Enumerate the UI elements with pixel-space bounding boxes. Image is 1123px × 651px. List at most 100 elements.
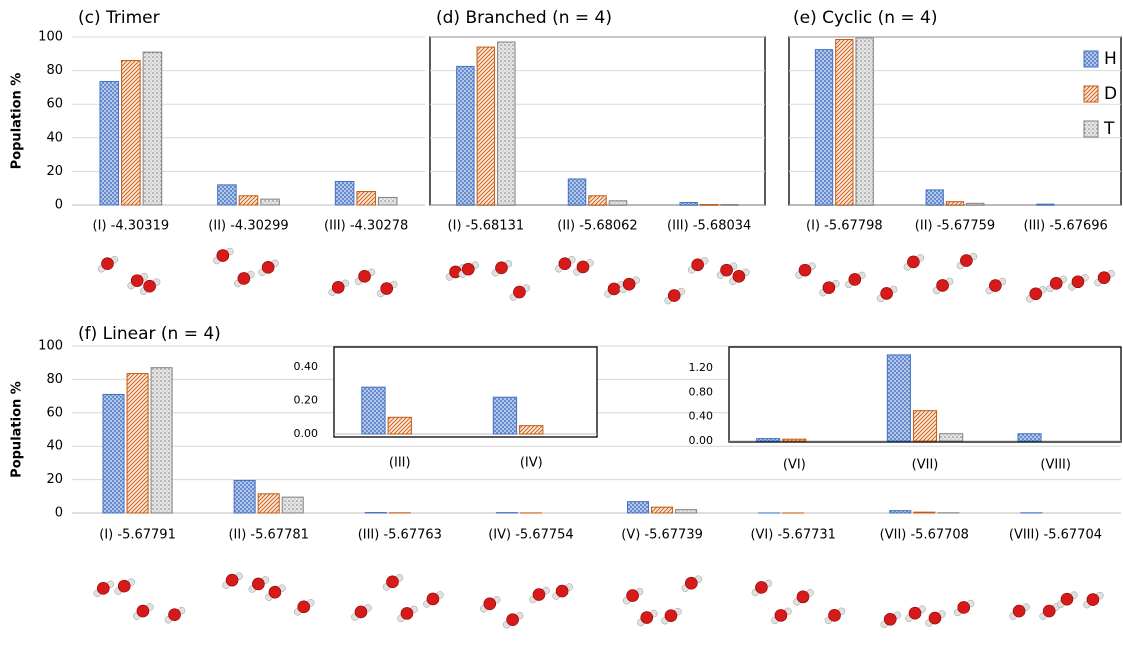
oxygen <box>507 614 519 626</box>
bar <box>378 197 397 205</box>
molecule-icon <box>796 263 898 302</box>
oxygen <box>668 290 680 302</box>
molecule-icon <box>623 576 702 626</box>
oxygen <box>665 610 677 622</box>
x-tick-label: (VIII) <box>1040 458 1071 473</box>
oxygen <box>608 283 620 295</box>
x-tick-label: (II) -5.67759 <box>915 219 995 234</box>
oxygen <box>144 280 156 292</box>
bar <box>261 199 280 205</box>
oxygen <box>556 585 568 597</box>
y-tick-label: 60 <box>46 405 63 420</box>
oxygen <box>262 261 274 273</box>
x-tick-label: (IV) -5.67754 <box>488 528 573 543</box>
bar <box>589 196 606 205</box>
x-tick-label: (III) -5.68034 <box>667 219 751 234</box>
oxygen <box>823 282 835 294</box>
y-tick-label: 0.00 <box>689 434 714 447</box>
oxygen <box>484 598 496 610</box>
molecule-icon <box>329 269 398 297</box>
oxygen <box>513 286 525 298</box>
bar <box>700 204 717 205</box>
bar <box>498 42 515 205</box>
y-tick-label: 0.40 <box>294 360 319 373</box>
oxygen <box>733 270 745 282</box>
bar <box>926 190 943 205</box>
y-tick-label: 60 <box>46 97 63 112</box>
molecule-icon <box>665 257 750 304</box>
oxygen <box>359 270 371 282</box>
bar <box>815 50 832 205</box>
x-tick-label: (III) -4.30278 <box>324 219 408 234</box>
y-tick-label: 80 <box>46 372 63 387</box>
oxygen <box>577 261 589 273</box>
y-tick-label: 20 <box>46 472 63 487</box>
legend-swatch <box>1084 86 1098 102</box>
oxygen <box>1098 272 1110 284</box>
x-tick-label: (II) -5.67781 <box>228 528 308 543</box>
chart-title: (d) Branched (n = 4) <box>436 8 612 28</box>
oxygen <box>381 282 393 294</box>
bar <box>477 47 494 205</box>
bar <box>890 511 911 513</box>
x-tick-label: (V) -5.67739 <box>621 528 703 543</box>
oxygen <box>1087 594 1099 606</box>
y-tick-label: 1.20 <box>689 361 714 374</box>
oxygen <box>332 281 344 293</box>
oxygen <box>907 256 919 268</box>
oxygen <box>118 580 130 592</box>
bar <box>100 82 119 205</box>
x-tick-label: (I) -5.67798 <box>806 219 883 234</box>
bar <box>1018 434 1041 441</box>
y-tick-label: 0 <box>55 198 63 213</box>
y-tick-label: 80 <box>46 63 63 78</box>
molecule-icon <box>351 574 443 622</box>
x-tick-label: (IV) <box>520 456 543 471</box>
oxygen <box>559 258 571 270</box>
oxygen <box>799 264 811 276</box>
oxygen <box>495 262 507 274</box>
x-tick-label: (I) -5.67791 <box>99 528 176 543</box>
bar <box>234 480 255 513</box>
oxygen <box>462 263 474 275</box>
bar <box>218 185 237 205</box>
bar <box>757 439 780 441</box>
oxygen <box>685 577 697 589</box>
y-tick-label: 0.20 <box>294 394 319 407</box>
bar <box>913 411 936 441</box>
oxygen <box>238 272 250 284</box>
molecule-icon <box>1010 592 1104 620</box>
oxygen <box>829 609 841 621</box>
chart-title: (f) Linear (n = 4) <box>78 324 221 344</box>
x-tick-label: (VII) <box>912 458 939 473</box>
bar <box>652 507 673 513</box>
oxygen <box>1072 276 1084 288</box>
oxygen <box>755 581 767 593</box>
y-axis-label: Population % <box>10 381 25 478</box>
y-tick-label: 100 <box>38 30 63 45</box>
chart-title: (c) Trimer <box>78 8 160 28</box>
oxygen <box>881 287 893 299</box>
oxygen <box>533 589 545 601</box>
bar <box>680 202 697 205</box>
bar <box>568 179 585 205</box>
oxygen <box>1030 288 1042 300</box>
bar <box>914 512 935 513</box>
molecule-icon <box>904 253 1006 294</box>
molecule-icon <box>480 584 572 629</box>
y-tick-label: 40 <box>46 439 63 454</box>
bar <box>362 387 385 434</box>
oxygen <box>298 601 310 613</box>
molecule-icon <box>881 600 974 628</box>
oxygen <box>401 607 413 619</box>
oxygen <box>692 259 704 271</box>
bar <box>122 61 141 205</box>
bar <box>239 196 258 205</box>
oxygen <box>884 613 896 625</box>
oxygen <box>217 250 229 262</box>
oxygen <box>641 612 653 624</box>
oxygen <box>721 264 733 276</box>
oxygen <box>226 574 238 586</box>
x-tick-label: (VIII) -5.67704 <box>1009 528 1102 543</box>
x-tick-label: (VII) -5.67708 <box>880 528 969 543</box>
